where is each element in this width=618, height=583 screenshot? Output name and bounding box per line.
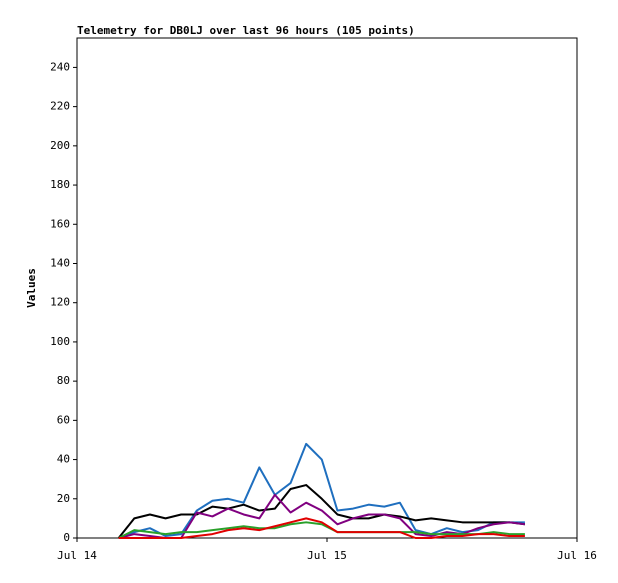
plot-frame: [76, 37, 578, 539]
y-tick-label: 220: [50, 100, 70, 113]
series-line: [118, 517, 525, 539]
y-tick-label: 140: [50, 256, 70, 269]
x-tick-label: Jul 15: [307, 549, 347, 562]
series-line: [118, 521, 525, 539]
y-tick-label: 100: [50, 335, 70, 348]
y-axis-label: Values: [25, 268, 38, 308]
y-tick-label: 80: [57, 374, 70, 387]
y-tick-label: 60: [57, 413, 70, 426]
y-tick-label: 200: [50, 139, 70, 152]
x-tick-label: Jul 16: [557, 549, 597, 562]
y-tick-label: 40: [57, 453, 70, 466]
y-tick-label: 0: [63, 531, 70, 544]
y-tick-label: 240: [50, 60, 70, 73]
chart-title: Telemetry for DB0LJ over last 96 hours (…: [77, 24, 415, 37]
series-line: [117, 484, 526, 539]
y-tick-label: 20: [57, 492, 70, 505]
x-tick-label: Jul 14: [57, 549, 97, 562]
y-tick-label: 120: [50, 296, 70, 309]
y-tick-label: 180: [50, 178, 70, 191]
series-line: [118, 442, 525, 539]
y-tick-label: 160: [50, 217, 70, 230]
